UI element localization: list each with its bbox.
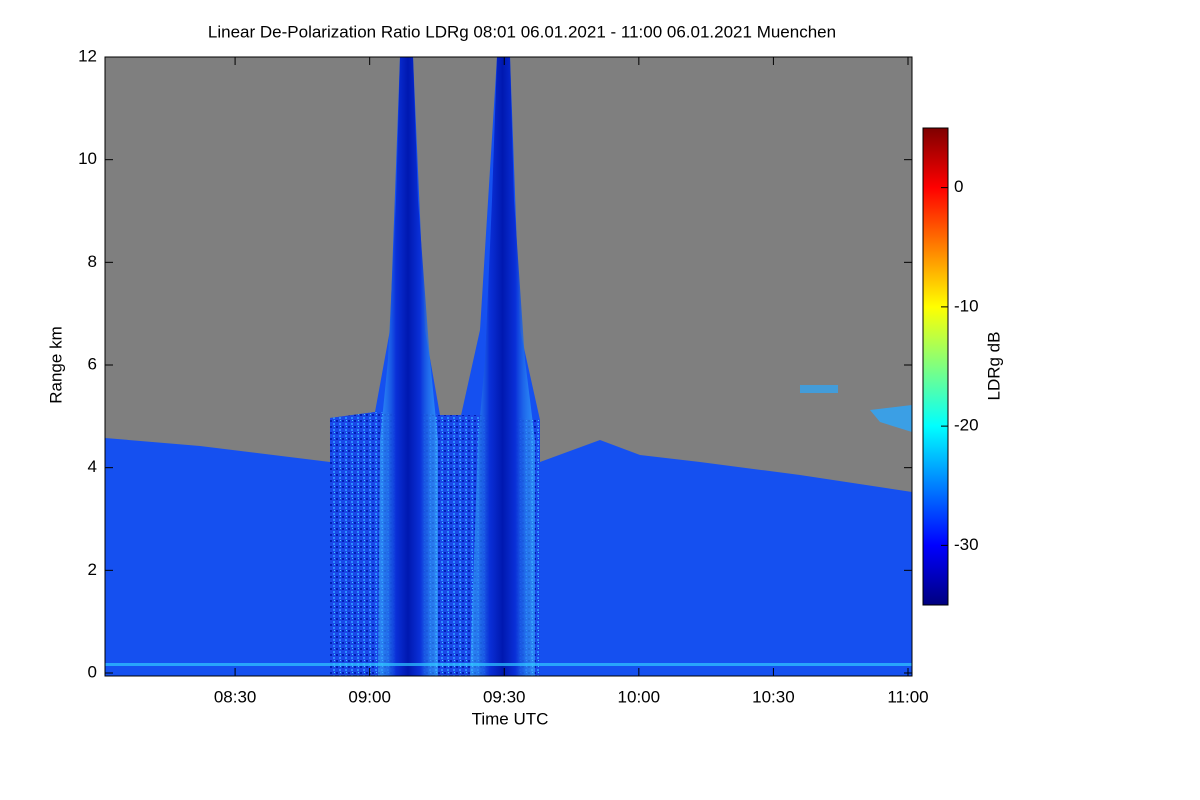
colorbar-tick-label: -20 [954,416,979,435]
x-tick-label: 10:30 [752,687,795,706]
colorbar-tick-label: -30 [954,535,979,554]
x-tick-label: 09:30 [483,687,526,706]
x-axis-label: Time UTC [472,709,549,728]
x-tick-label: 09:00 [348,687,391,706]
colorbar-label: LDRg dB [984,332,1003,401]
y-tick-label: 4 [88,457,97,476]
y-tick-label: 12 [78,46,97,65]
colorbar-tick-label: 0 [954,177,963,196]
y-tick-label: 2 [88,560,97,579]
y-tick-label: 8 [88,252,97,271]
y-tick-label: 10 [78,149,97,168]
x-tick-label: 08:30 [214,687,257,706]
colorbar-tick-label: -10 [954,296,979,315]
chart-title: Linear De-Polarization Ratio LDRg 08:01 … [208,22,836,41]
y-tick-label: 0 [88,662,97,681]
plot-frame [104,56,913,677]
colorbar [922,127,949,606]
heatmap-image [105,57,912,676]
y-tick-label: 6 [88,354,97,373]
x-tick-label: 10:00 [618,687,661,706]
x-tick-label: 11:00 [887,687,928,706]
y-axis-label: Range km [46,326,65,403]
